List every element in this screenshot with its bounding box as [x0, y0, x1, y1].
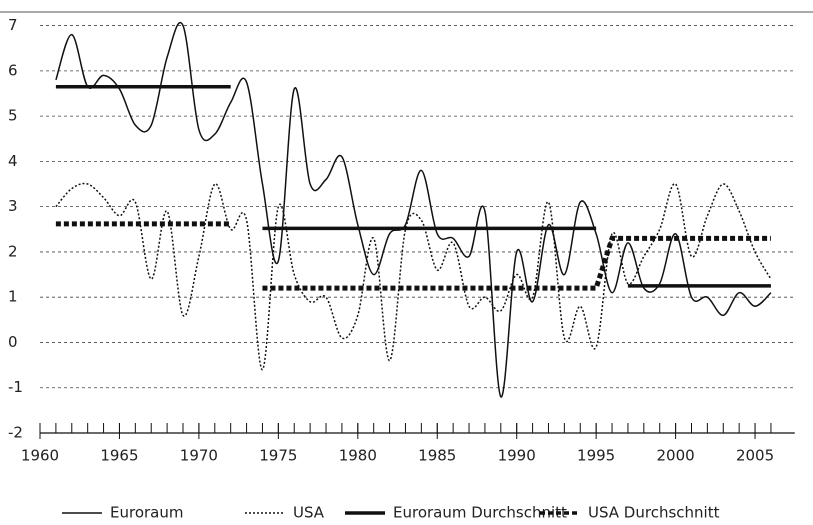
series-line — [55, 84, 771, 288]
x-tick-label: 1990 — [498, 447, 536, 465]
x-tick-label: 1960 — [21, 447, 59, 465]
x-tick-label: 1965 — [100, 447, 138, 465]
x-tick-label: 2005 — [736, 447, 774, 465]
x-tick-label: 1970 — [180, 447, 218, 465]
legend-label: Euroraum — [110, 504, 183, 522]
y-tick-label: 4 — [8, 152, 18, 170]
x-tick-label: 1985 — [418, 447, 456, 465]
y-tick-label: -1 — [8, 378, 23, 396]
y-tick-label: 6 — [8, 61, 18, 79]
series-line — [55, 221, 771, 291]
legend-label: USA Durchschnitt — [588, 504, 720, 522]
y-tick-label: 7 — [8, 16, 18, 34]
x-tick-label: 1980 — [339, 447, 377, 465]
x-tick-label: 1995 — [577, 447, 615, 465]
legend-label: USA — [293, 504, 325, 522]
x-tick-label: 1975 — [259, 447, 297, 465]
y-tick-label: 1 — [8, 288, 18, 306]
y-tick-label: 2 — [8, 242, 18, 260]
y-tick-label: 5 — [8, 107, 18, 125]
series-line — [55, 182, 772, 371]
legend-label: Euroraum Durchschnitt — [393, 504, 567, 522]
y-tick-label: 3 — [8, 197, 18, 215]
y-tick-label: 0 — [8, 333, 18, 351]
x-tick-label: 2000 — [657, 447, 695, 465]
y-tick-label: -2 — [8, 424, 23, 442]
series-line — [55, 22, 772, 398]
